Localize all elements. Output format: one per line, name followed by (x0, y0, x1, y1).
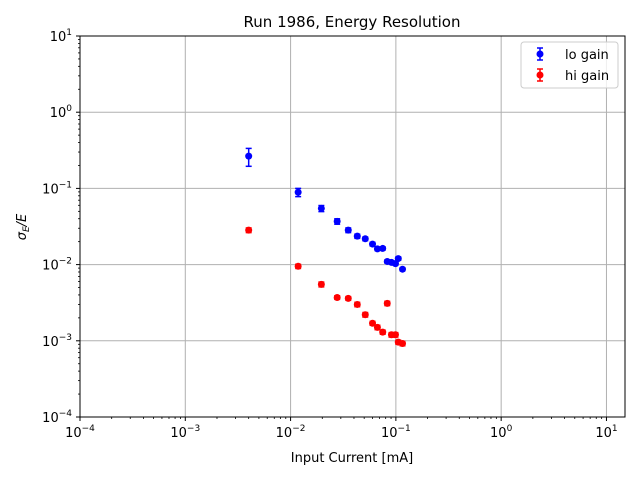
data-point (333, 294, 341, 302)
data-point (344, 294, 352, 302)
data-point (379, 244, 387, 252)
data-point (383, 299, 391, 307)
data-point (369, 240, 377, 248)
data-point (317, 280, 325, 288)
data-point (294, 262, 302, 270)
data-point (353, 232, 361, 240)
y-tick-label: 101 (50, 28, 72, 45)
legend-marker-icon (536, 71, 544, 79)
x-tick-label: 10−2 (276, 424, 306, 441)
y-tick-label: 10−3 (42, 333, 72, 350)
y-axis-ticks: 10−4 10−3 10−2 10−1 100 101 (42, 28, 80, 426)
y-tick-label: 10−4 (42, 409, 72, 426)
data-point (379, 328, 387, 336)
data-point (399, 340, 407, 348)
y-tick-label: 10−1 (42, 180, 72, 197)
data-point (353, 300, 361, 308)
y-tick-label: 10−2 (42, 257, 72, 274)
data-point (361, 235, 369, 243)
data-point (294, 188, 302, 196)
data-point (361, 311, 369, 319)
x-tick-label: 10−4 (65, 424, 95, 441)
legend-label: lo gain (565, 48, 609, 63)
svg-text:σE/E: σE/E (15, 213, 32, 240)
x-axis-ticks: 10−4 10−3 10−2 10−1 100 101 (65, 417, 618, 441)
y-axis-label-tail: /E (15, 213, 30, 227)
data-point (333, 217, 341, 225)
data-point (373, 245, 381, 253)
y-axis-label-sigma: σ (15, 231, 30, 240)
data-point (391, 331, 399, 339)
data-point (245, 152, 253, 160)
x-tick-label: 100 (490, 424, 513, 441)
grid (80, 36, 625, 417)
y-tick-label: 100 (50, 104, 73, 121)
data-point (317, 204, 325, 212)
y-axis-label-subscript: E (22, 226, 32, 232)
x-tick-label: 10−3 (170, 424, 200, 441)
data-point (344, 226, 352, 234)
data-point (373, 323, 381, 331)
plot-frame (79, 35, 626, 418)
series-hi-gain (245, 226, 407, 348)
y-axis-label: σE/E (15, 213, 32, 240)
chart-title: Run 1986, Energy Resolution (244, 13, 461, 31)
x-axis-label: Input Current [mA] (291, 451, 413, 466)
x-tick-label: 101 (595, 424, 617, 441)
data-point (399, 265, 407, 273)
data-point (245, 226, 253, 234)
legend-marker-icon (536, 50, 544, 58)
series-lo-gain (245, 147, 407, 273)
minor-ticks (78, 39, 603, 419)
legend-box (520, 41, 619, 89)
legend-label: hi gain (565, 69, 609, 84)
data-point (369, 319, 377, 327)
legend: lo gain hi gain (520, 41, 619, 89)
data-point (394, 255, 402, 263)
x-tick-label: 10−1 (381, 424, 411, 441)
data-points (245, 147, 407, 348)
